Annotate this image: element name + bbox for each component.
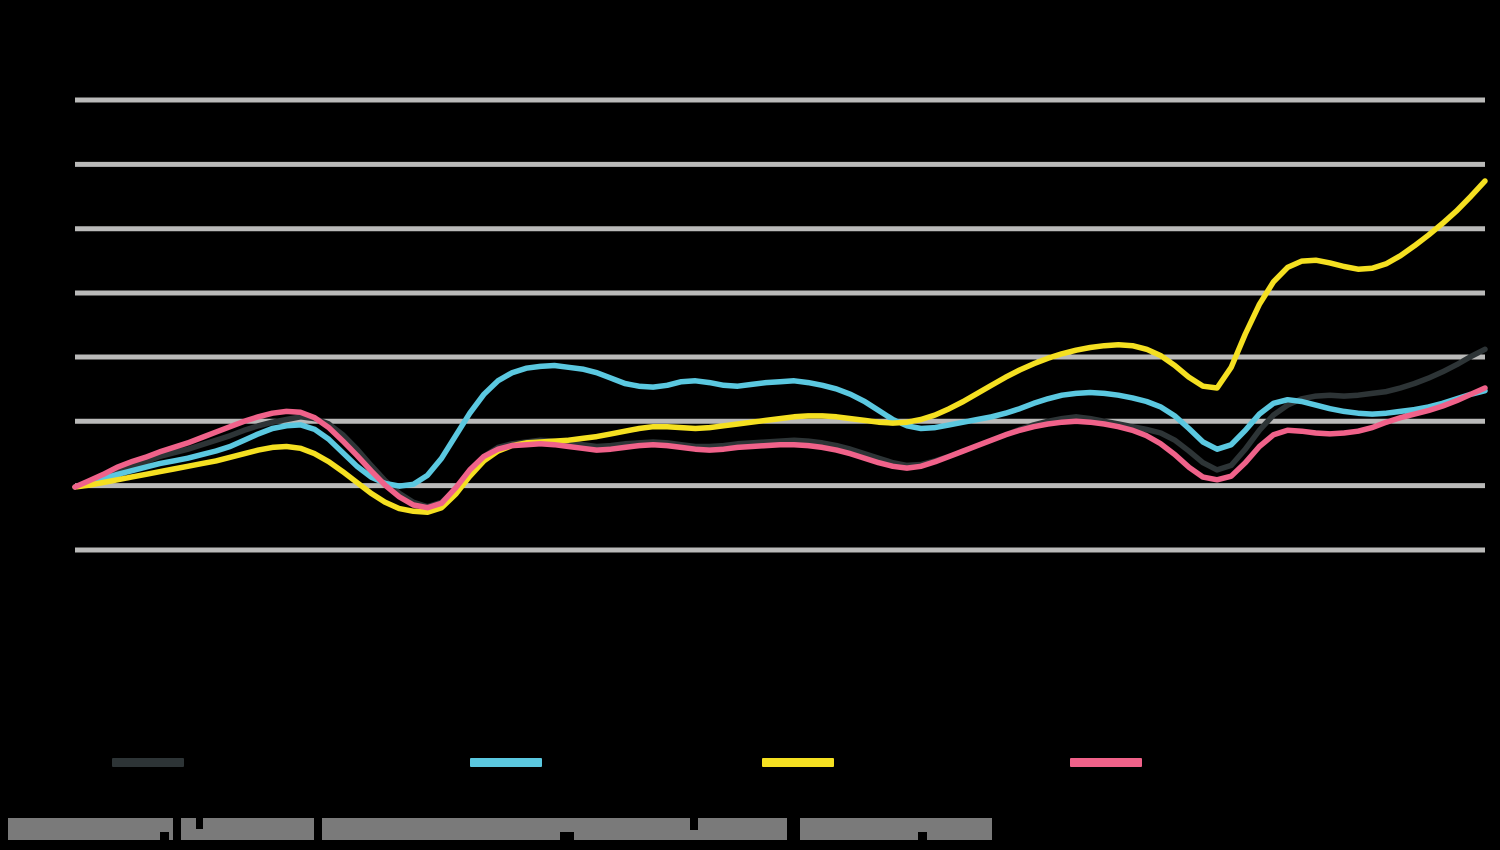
legend-swatch-0: [112, 757, 184, 767]
footer-redaction-gap: [560, 832, 574, 841]
footer-redaction-bar: [181, 818, 314, 840]
legend-item-0[interactable]: [112, 748, 193, 776]
chart-legend: [0, 748, 1500, 778]
legend-item-3[interactable]: [1070, 748, 1151, 776]
footer-redaction-bar: [8, 818, 173, 840]
footer-redaction-bar: [322, 818, 787, 840]
legend-item-2[interactable]: [762, 748, 843, 776]
legend-item-1[interactable]: [470, 748, 551, 776]
line-chart-svg: [72, 97, 1488, 553]
footer-redaction-gap: [196, 818, 203, 829]
footer-caption: [0, 818, 1500, 844]
legend-swatch-2: [762, 757, 834, 767]
footer-redaction-gap: [918, 832, 927, 841]
plot-area: [72, 97, 1488, 553]
footer-redaction-gap: [160, 832, 169, 841]
x-axis-tick-labels: [75, 560, 1485, 582]
series-line-3: [72, 385, 1488, 511]
footer-redaction-gap: [690, 818, 698, 830]
series-line-2: [72, 178, 1488, 515]
legend-swatch-1: [470, 757, 542, 767]
series-lines: [72, 178, 1488, 515]
footer-redaction-bar: [800, 818, 992, 840]
y-axis-tick-labels: [0, 100, 68, 550]
series-line-1: [72, 362, 1488, 490]
legend-swatch-3: [1070, 757, 1142, 767]
gridlines: [75, 97, 1485, 553]
